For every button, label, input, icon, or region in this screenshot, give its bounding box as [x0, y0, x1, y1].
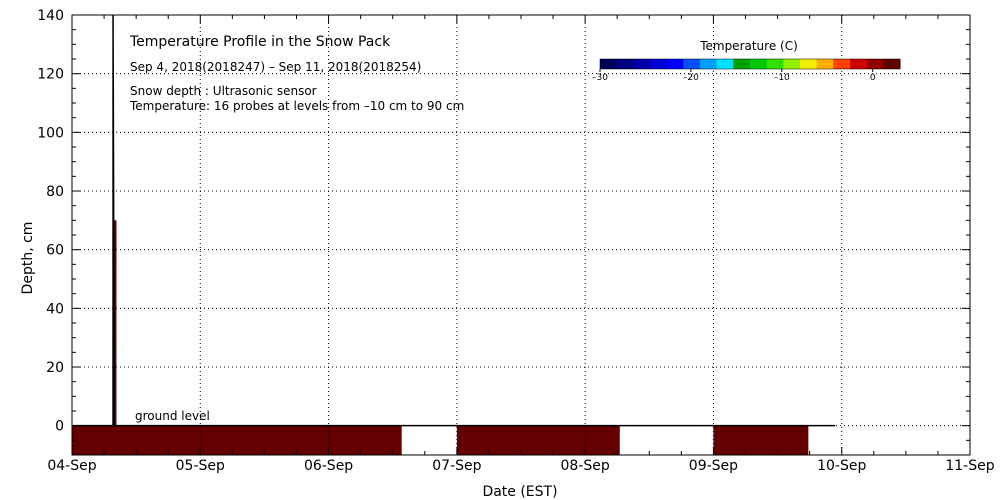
colorbar-swatches [599, 58, 901, 70]
colorbar-swatch-8 [733, 59, 751, 69]
y-tick-label-100: 100 [37, 125, 64, 141]
snow-depth-layer [72, 14, 836, 427]
y-tick-label-80: 80 [46, 184, 64, 200]
colorbar-swatch-17 [883, 59, 901, 69]
colorbar-tick-label-0: 0 [870, 73, 876, 83]
y-tick-label-140: 140 [37, 8, 64, 24]
x-tick-label-07-Sep: 07-Sep [432, 458, 481, 474]
x-tick-label-09-Sep: 09-Sep [689, 458, 738, 474]
colorbar-swatch-13 [816, 59, 834, 69]
colorbar-swatch-14 [833, 59, 851, 69]
plot-frame [71, 14, 971, 456]
colorbar-swatch-16 [866, 59, 884, 69]
note-snow-depth: Snow depth : Ultrasonic sensor [130, 84, 317, 98]
grid-lines [72, 15, 970, 455]
snow-depth-line [72, 14, 836, 427]
colorbar-swatch-3 [650, 59, 668, 69]
y-axis-label: Depth, cm [20, 222, 36, 295]
x-tick-label-08-Sep: 08-Sep [561, 458, 610, 474]
colorbar-swatch-6 [700, 59, 718, 69]
colorbar-swatch-2 [633, 59, 651, 69]
temperature-block-1 [456, 425, 620, 455]
colorbar-tick-label--10: –10 [774, 73, 790, 83]
colorbar-title: Temperature (C) [699, 39, 798, 53]
y-tick-label-60: 60 [46, 243, 64, 259]
colorbar-swatch-4 [666, 59, 684, 69]
colorbar-frame [599, 58, 901, 70]
colorbar-swatch-10 [766, 59, 784, 69]
x-tick-label-05-Sep: 05-Sep [176, 458, 225, 474]
x-axis-label: Date (EST) [482, 484, 557, 500]
colorbar-tick-label--20: –20 [683, 73, 699, 83]
y-tick-label-20: 20 [46, 360, 64, 376]
colorbar-swatch-5 [683, 59, 701, 69]
colorbar-tick-label--30: –30 [592, 73, 608, 83]
temperature-block-2 [713, 425, 809, 455]
x-tick-label-11-Sep: 11-Sep [945, 458, 994, 474]
y-tick-label-40: 40 [46, 301, 64, 317]
y-axis-ticks: 0 20 40 60 80 100 120 140 [37, 8, 970, 456]
y-tick-label-120: 120 [37, 67, 64, 83]
colorbar-swatch-1 [616, 59, 634, 69]
x-tick-label-04-Sep: 04-Sep [47, 458, 96, 474]
y-tick-label-0: 0 [55, 419, 64, 435]
chart-subtitle: Sep 4, 2018(2018247) – Sep 11, 2018(2018… [130, 60, 421, 74]
colorbar-swatch-9 [750, 59, 768, 69]
x-tick-label-06-Sep: 06-Sep [304, 458, 353, 474]
temperature-block-0 [72, 425, 402, 455]
note-temperature: Temperature: 16 probes at levels from –1… [129, 99, 464, 113]
chart-title: Temperature Profile in the Snow Pack [129, 34, 391, 50]
temperature-spike [113, 220, 117, 426]
colorbar-swatch-12 [800, 59, 818, 69]
colorbar-ticks: –30 –20 –10 0 [592, 69, 876, 83]
ground-level-label: ground level [135, 409, 210, 423]
temperature-blocks [72, 425, 809, 455]
x-tick-label-10-Sep: 10-Sep [817, 458, 866, 474]
colorbar: Temperature (C) –30 –20 –10 0 [592, 39, 901, 83]
colorbar-swatch-0 [600, 59, 618, 69]
colorbar-swatch-11 [783, 59, 801, 69]
colorbar-swatch-7 [716, 59, 734, 69]
x-axis-ticks: 04-Sep 05-Sep 06-Sep 07-Sep 08-Sep 09-Sep 10-S… [47, 15, 995, 474]
colorbar-swatch-15 [850, 59, 868, 69]
